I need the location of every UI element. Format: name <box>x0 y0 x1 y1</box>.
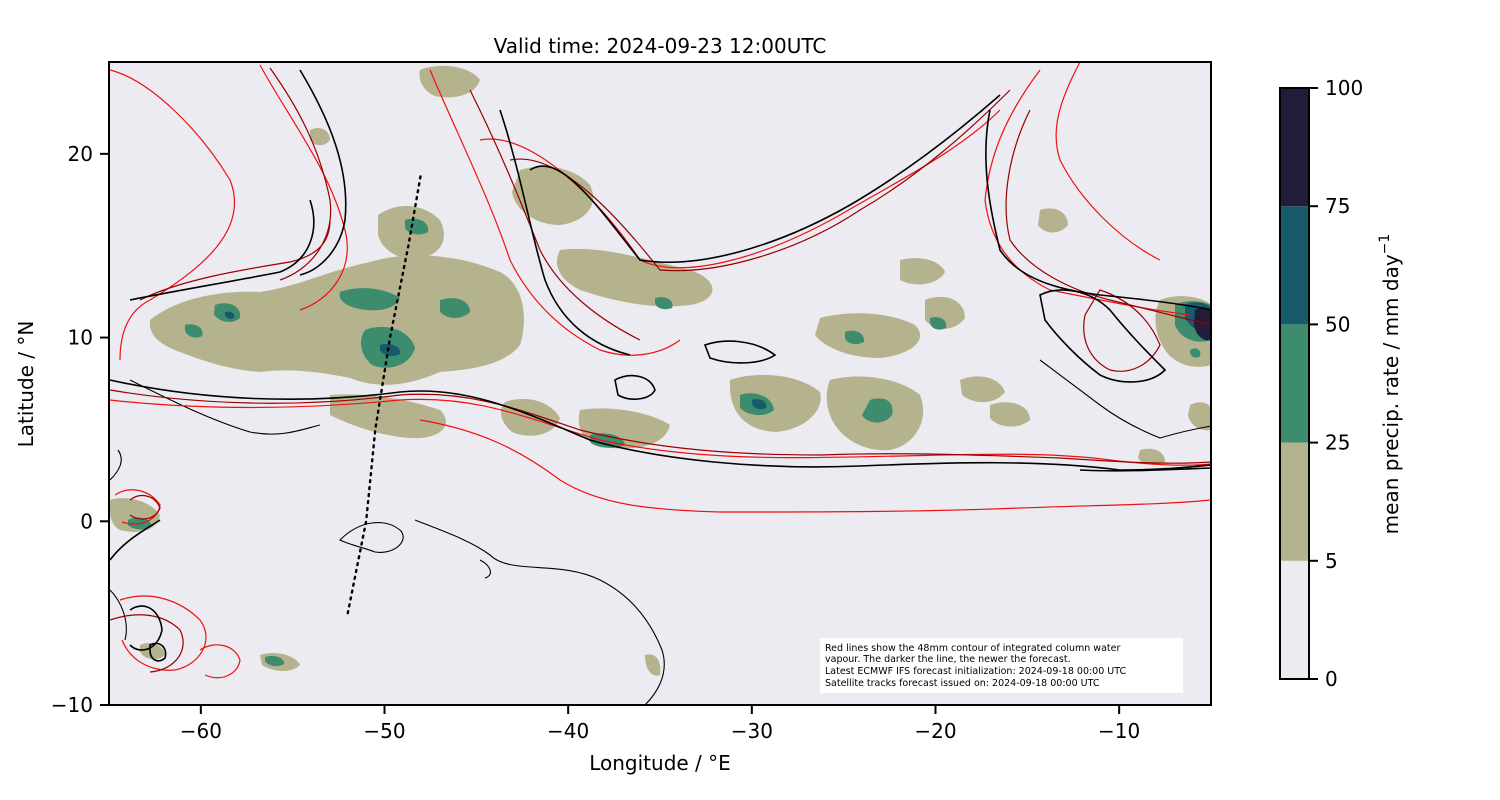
satellite-track-line <box>346 171 423 615</box>
x-tick-label: −50 <box>363 719 405 743</box>
colorbar-tick-label: 0 <box>1325 667 1338 691</box>
colorbar-tick-label: 5 <box>1325 549 1338 573</box>
annotation-line-2: vapour. The darker the line, the newer t… <box>825 654 1071 665</box>
x-tick-label: −10 <box>1098 719 1140 743</box>
colorbar-swatch <box>1280 560 1309 679</box>
colorbar-label-text: mean precip. rate / mm day <box>1379 254 1403 534</box>
x-tick-label: −30 <box>731 719 773 743</box>
colorbar-frame <box>1279 87 1310 680</box>
colorbar-swatch <box>1280 442 1309 561</box>
colorbar-tick-label: 100 <box>1325 76 1363 100</box>
coastline-lines <box>109 359 1211 705</box>
plot-title: Valid time: 2024-09-23 12:00UTC <box>494 34 827 58</box>
y-tick-label: 0 <box>80 509 93 533</box>
colorbar-tick-label: 25 <box>1325 431 1350 455</box>
colorbar: 0 5 25 50 75 100 <box>1280 76 1363 691</box>
y-tick-label: −10 <box>51 693 93 717</box>
wv-contours-old <box>109 62 1211 679</box>
map-plot-area: Red lines show the 48mm contour of integ… <box>109 62 1211 705</box>
annotation-line-3: Latest ECMWF IFS forecast initialization… <box>825 666 1126 677</box>
colorbar-label-superscript: −1 <box>1377 234 1393 255</box>
colorbar-swatch <box>1280 206 1309 325</box>
wv-contours-new <box>109 69 1211 662</box>
x-tick-label: −20 <box>914 719 956 743</box>
y-tick-label: 20 <box>68 142 93 166</box>
colorbar-swatch <box>1280 324 1309 443</box>
y-axis-ticks: 20 10 0 −10 <box>51 142 109 717</box>
map-background <box>109 62 1211 705</box>
precip-75-100-fill <box>1194 307 1211 341</box>
annotation-line-1: Red lines show the 48mm contour of integ… <box>825 643 1120 654</box>
y-axis-label: Latitude / °N <box>14 321 38 448</box>
colorbar-swatch <box>1280 88 1309 207</box>
colorbar-tick-label: 75 <box>1325 194 1350 218</box>
y-tick-label: 10 <box>68 326 93 350</box>
annotation-box: Red lines show the 48mm contour of integ… <box>820 638 1183 693</box>
x-axis-ticks: −60 −50 −40 −30 −20 −10 <box>180 705 1140 743</box>
plot-frame <box>108 61 1212 706</box>
colorbar-tick-label: 50 <box>1325 312 1350 336</box>
x-tick-label: −40 <box>547 719 589 743</box>
x-axis-label: Longitude / °E <box>589 751 731 775</box>
x-tick-label: −60 <box>180 719 222 743</box>
colorbar-label: mean precip. rate / mm day−1 <box>1377 234 1403 535</box>
annotation-line-4: Satellite tracks forecast issued on: 202… <box>825 678 1100 689</box>
wv-contours-mid <box>109 67 1211 673</box>
